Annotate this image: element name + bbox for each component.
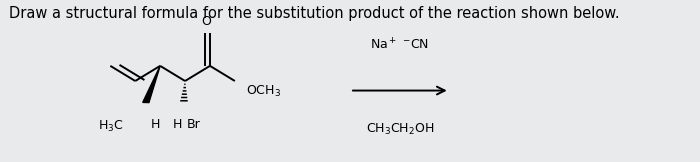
Text: H: H xyxy=(151,118,160,131)
Text: CH$_3$CH$_2$OH: CH$_3$CH$_2$OH xyxy=(365,122,434,138)
Text: H$_3$C: H$_3$C xyxy=(97,118,123,133)
Text: H: H xyxy=(172,118,181,131)
Polygon shape xyxy=(143,66,160,103)
Text: OCH$_3$: OCH$_3$ xyxy=(246,84,281,99)
Text: Na$^+$ $^{-}$CN: Na$^+$ $^{-}$CN xyxy=(370,37,429,52)
Text: O: O xyxy=(202,15,211,28)
Text: Draw a structural formula for the substitution product of the reaction shown bel: Draw a structural formula for the substi… xyxy=(9,6,620,21)
Text: Br: Br xyxy=(187,118,201,131)
